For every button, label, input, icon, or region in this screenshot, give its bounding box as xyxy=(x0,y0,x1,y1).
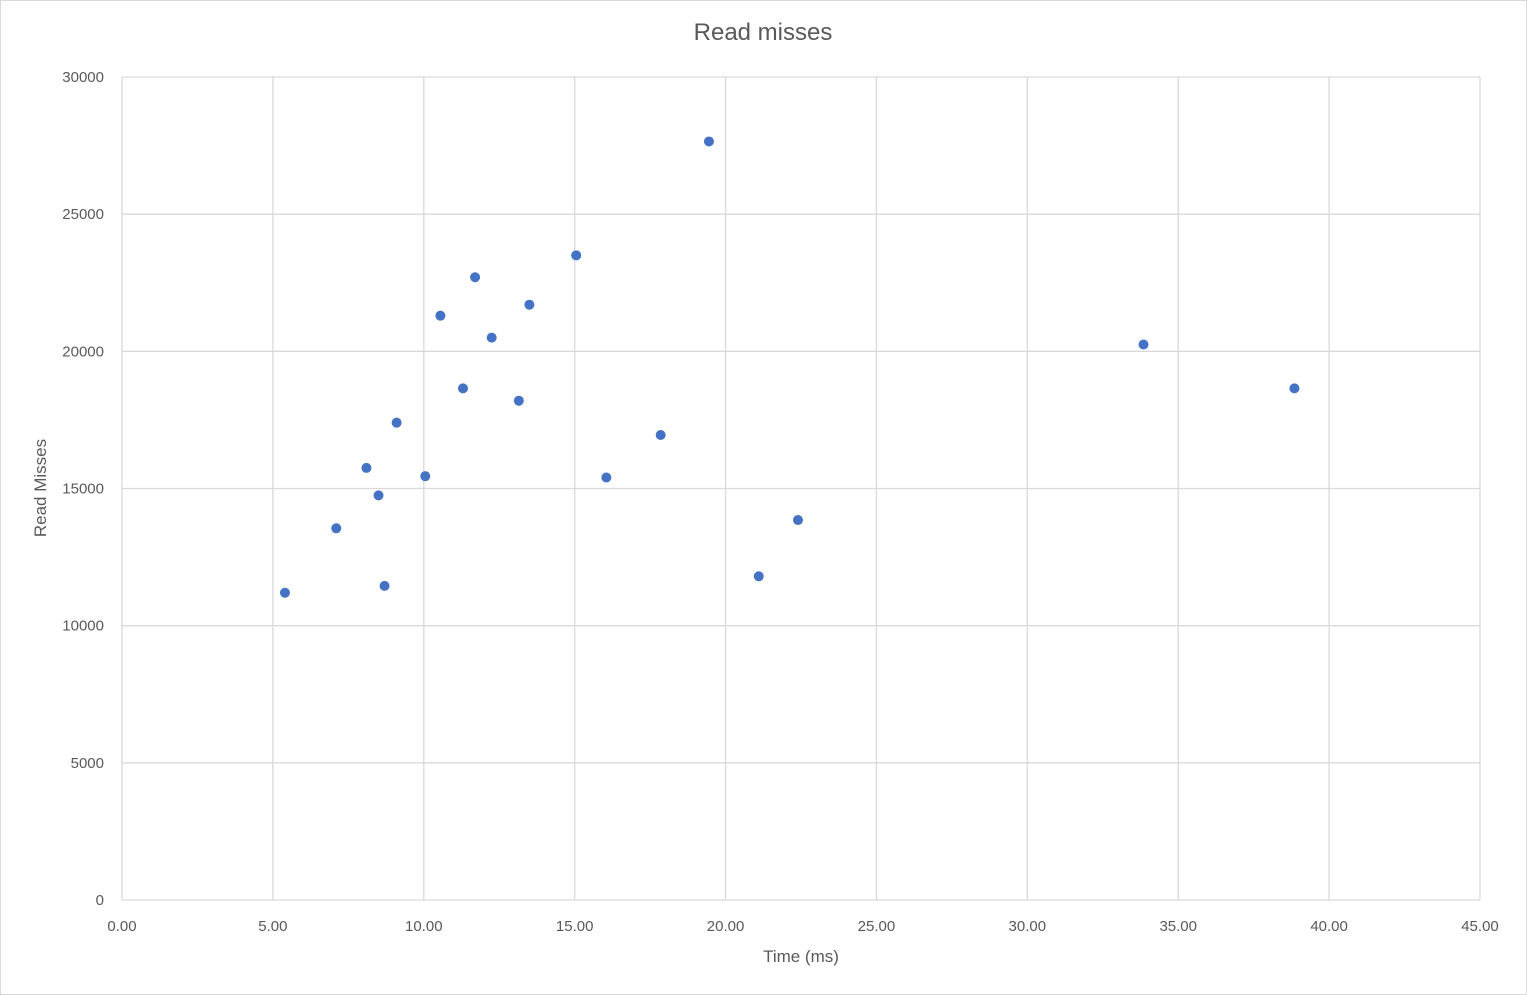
x-tick-label: 35.00 xyxy=(1159,918,1197,935)
data-point-1 xyxy=(331,523,342,534)
data-point-4 xyxy=(379,580,390,591)
data-point-5 xyxy=(391,417,402,428)
data-point-14 xyxy=(601,472,612,483)
data-point-6 xyxy=(420,471,431,482)
data-point-20 xyxy=(1289,383,1300,394)
x-tick-label: 40.00 xyxy=(1310,918,1348,935)
data-point-19 xyxy=(1138,339,1149,350)
horizontal-gridlines xyxy=(122,76,1480,901)
data-point-15 xyxy=(655,430,666,441)
data-point-3 xyxy=(373,490,384,501)
x-axis-ticks: 0.00 5.00 10.00 15.00 20.00 25.00 30.00 35.00 40… xyxy=(107,918,1498,935)
data-point-18 xyxy=(792,515,803,526)
y-tick-label: 25000 xyxy=(62,206,104,223)
y-tick-label: 20000 xyxy=(62,343,104,360)
data-points xyxy=(279,136,1300,598)
data-point-13 xyxy=(571,250,582,261)
data-point-2 xyxy=(361,462,372,473)
data-point-8 xyxy=(458,383,469,394)
y-tick-label: 30000 xyxy=(62,69,104,86)
data-point-0 xyxy=(279,587,290,598)
x-tick-label: 10.00 xyxy=(405,918,443,935)
x-tick-label: 20.00 xyxy=(707,918,745,935)
data-point-16 xyxy=(703,136,714,147)
x-tick-label: 25.00 xyxy=(858,918,896,935)
y-axis-label: Read Misses xyxy=(31,439,50,537)
y-tick-label: 5000 xyxy=(71,755,104,772)
x-axis-label: Time (ms) xyxy=(763,947,839,966)
x-tick-label: 30.00 xyxy=(1009,918,1047,935)
x-tick-label: 45.00 xyxy=(1461,918,1499,935)
data-point-9 xyxy=(470,272,481,283)
y-axis-ticks: 0 5000 10000 15000 20000 25000 30000 xyxy=(62,69,104,909)
data-point-10 xyxy=(486,332,497,343)
data-point-17 xyxy=(753,571,764,582)
y-tick-label: 15000 xyxy=(62,481,104,498)
data-point-12 xyxy=(524,299,535,310)
data-point-11 xyxy=(513,395,524,406)
y-tick-label: 0 xyxy=(96,892,104,909)
x-tick-label: 0.00 xyxy=(107,918,136,935)
y-tick-label: 10000 xyxy=(62,618,104,635)
x-tick-label: 15.00 xyxy=(556,918,594,935)
chart-title: Read misses xyxy=(694,19,833,46)
data-point-7 xyxy=(435,310,446,321)
x-tick-label: 5.00 xyxy=(258,918,287,935)
